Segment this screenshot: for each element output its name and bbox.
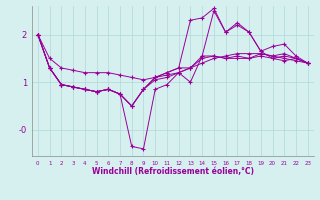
X-axis label: Windchill (Refroidissement éolien,°C): Windchill (Refroidissement éolien,°C) — [92, 167, 254, 176]
